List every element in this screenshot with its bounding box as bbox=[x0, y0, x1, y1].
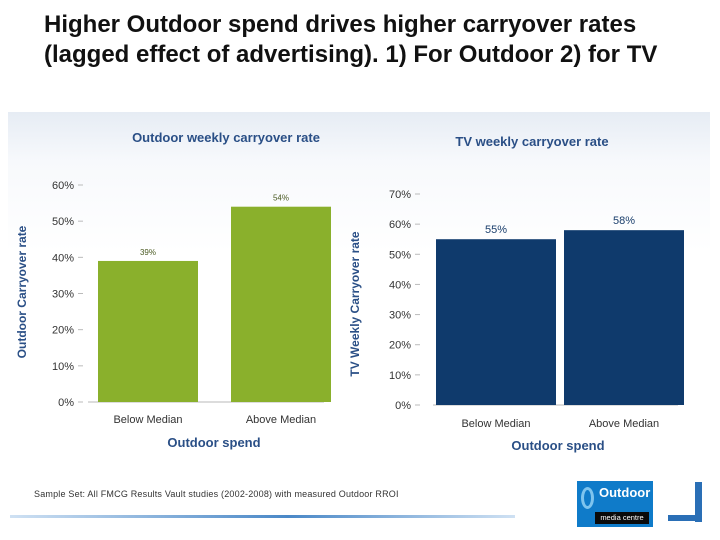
outdoor-y-axis-title: Outdoor Carryover rate bbox=[15, 225, 29, 358]
corner-accent-vertical bbox=[695, 482, 702, 522]
outdoor-data-label: 54% bbox=[273, 194, 289, 203]
outdoor-chart-title: Outdoor weekly carryover rate bbox=[132, 130, 320, 145]
tv-y-tick-label: 70% bbox=[389, 189, 411, 201]
tv-category-label: Below Median bbox=[461, 418, 530, 430]
tv-y-tick-label: 40% bbox=[389, 279, 411, 291]
outdoor-y-tick-label: 20% bbox=[52, 325, 74, 337]
outdoor-bar-below-median bbox=[98, 260, 198, 402]
slide-title: Higher Outdoor spend drives higher carry… bbox=[44, 11, 658, 68]
logo-mark-icon bbox=[581, 487, 594, 509]
outdoor-y-tick-label: 0% bbox=[58, 397, 74, 409]
outdoor-category-label: Below Median bbox=[113, 414, 182, 426]
tv-y-axis-title: TV Weekly Carryover rate bbox=[348, 231, 362, 377]
tv-data-label: 58% bbox=[613, 215, 635, 227]
tv-y-tick-label: 20% bbox=[389, 340, 411, 352]
outdoor-y-tick-label: 50% bbox=[52, 216, 74, 228]
outdoor-data-label: 39% bbox=[140, 248, 156, 257]
tv-bar-above-median bbox=[564, 230, 684, 405]
tv-data-label: 55% bbox=[485, 224, 507, 236]
outdoor-bar-above-median bbox=[231, 206, 331, 402]
corner-accent-horizontal bbox=[668, 515, 702, 521]
tv-x-axis-title: Outdoor spend bbox=[511, 438, 604, 453]
outdoor-y-tick-label: 30% bbox=[52, 289, 74, 301]
outdoor-y-tick-label: 40% bbox=[52, 252, 74, 264]
tv-y-tick-label: 50% bbox=[389, 249, 411, 261]
tv-chart-title: TV weekly carryover rate bbox=[455, 134, 608, 149]
tv-y-tick-label: 0% bbox=[395, 400, 411, 412]
logo-main-text: Outdoor bbox=[599, 485, 651, 500]
outdoor-category-label: Above Median bbox=[246, 414, 316, 426]
outdoor-x-axis-title: Outdoor spend bbox=[167, 435, 260, 450]
footer-divider bbox=[10, 515, 515, 518]
tv-y-tick-label: 30% bbox=[389, 310, 411, 322]
tv-bar-below-median bbox=[436, 239, 556, 405]
charts-svg: Outdoor weekly carryover rate 0% 10% 20% 30%… bbox=[15, 130, 684, 453]
outdoor-y-tick-label: 60% bbox=[52, 180, 74, 192]
tv-y-tick-label: 10% bbox=[389, 370, 411, 382]
logo-sub-text: media centre bbox=[595, 512, 649, 524]
tv-y-tick-label: 60% bbox=[389, 219, 411, 231]
tv-category-label: Above Median bbox=[589, 418, 659, 430]
outdoor-media-centre-logo: Outdoor media centre bbox=[577, 481, 653, 527]
footnote: Sample Set: All FMCG Results Vault studi… bbox=[34, 489, 399, 499]
charts-panel: Outdoor weekly carryover rate 0% 10% 20% 30%… bbox=[8, 112, 710, 462]
outdoor-y-tick-label: 10% bbox=[52, 361, 74, 373]
